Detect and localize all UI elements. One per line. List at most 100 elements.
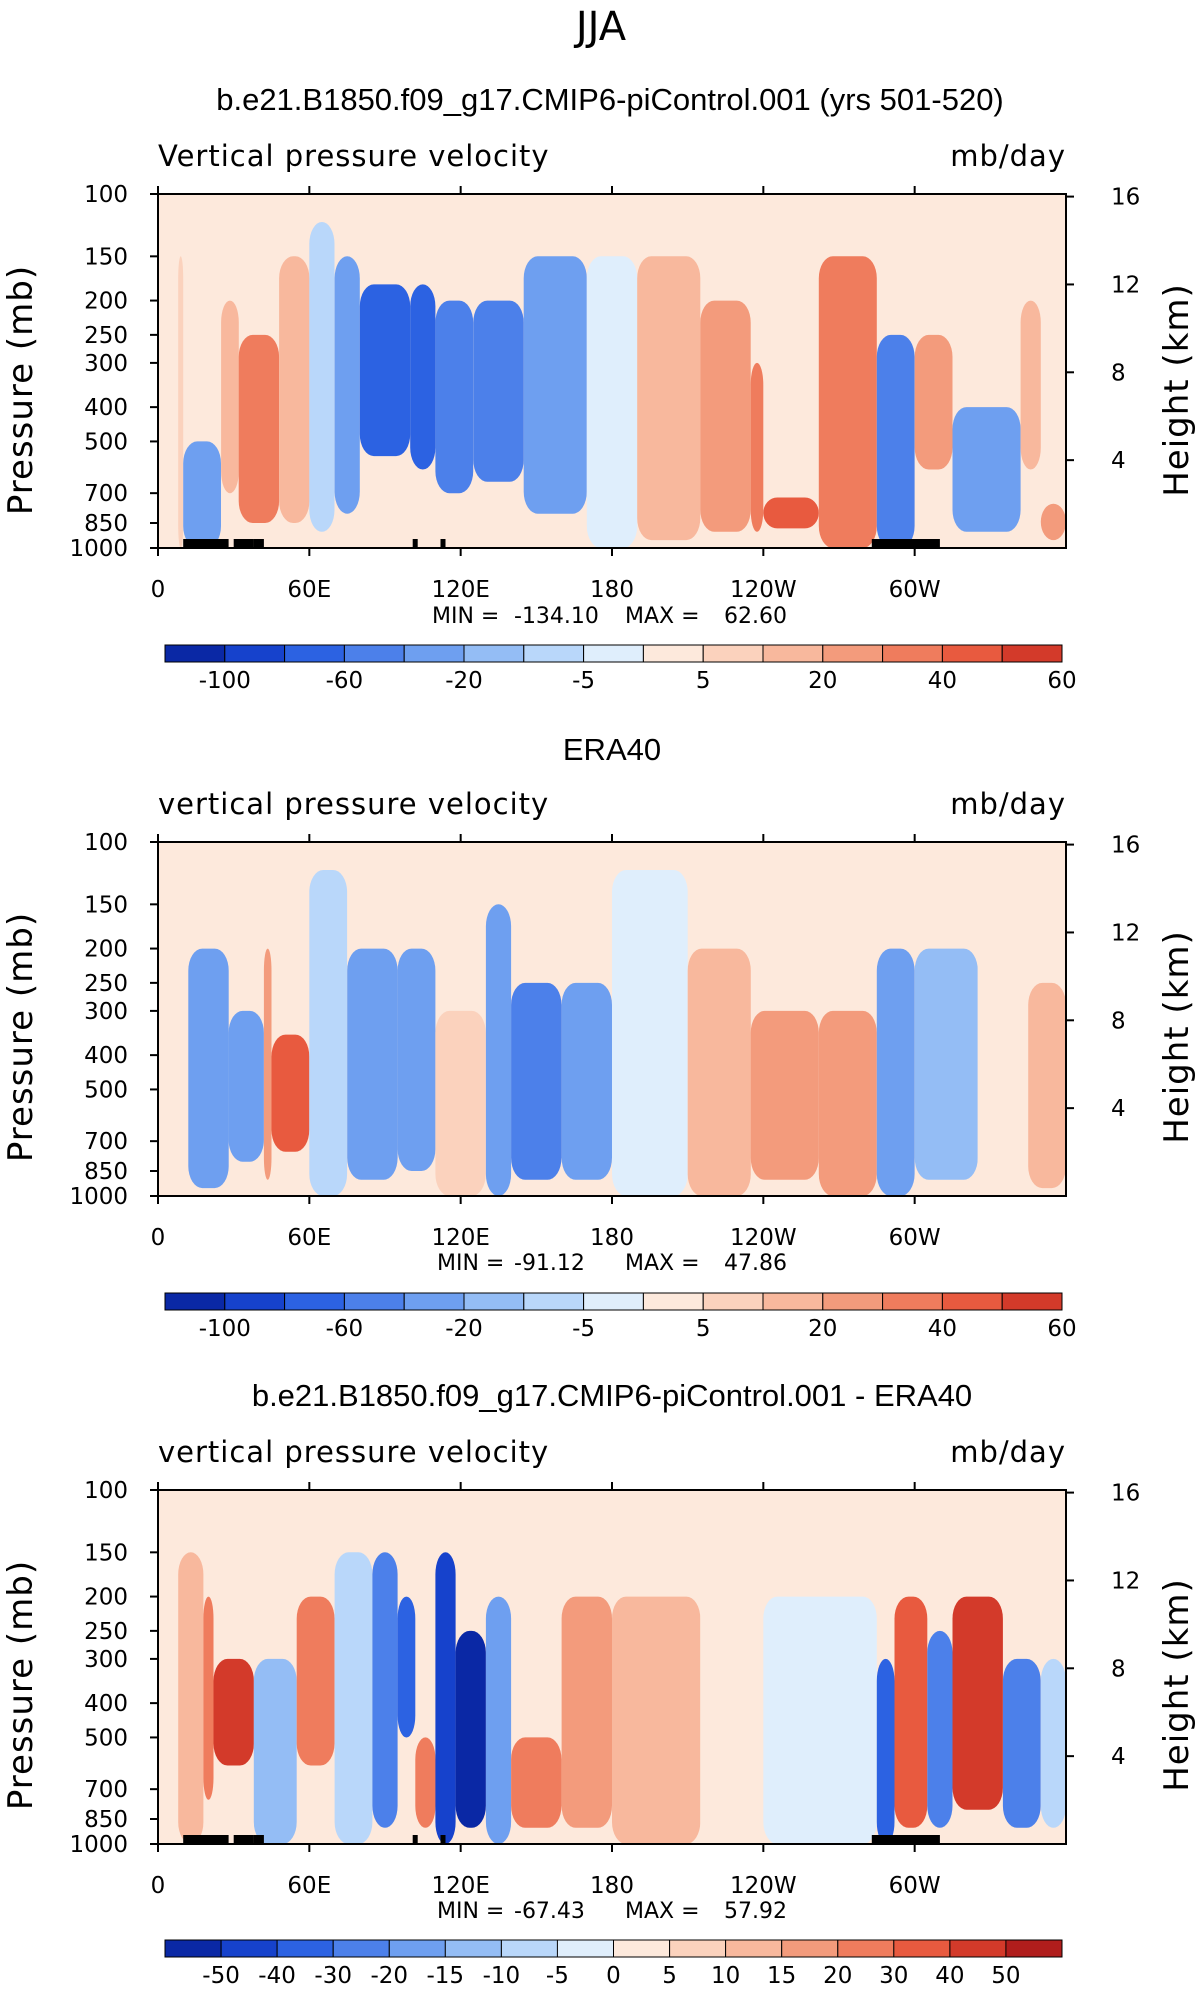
colorbar-swatch <box>332 1939 390 1958</box>
contour-cell <box>561 982 612 1180</box>
contour-cell <box>397 948 436 1171</box>
colorbar-label: 15 <box>767 1963 796 1987</box>
land-mask <box>183 539 229 548</box>
y-tick-label: 300 <box>84 999 128 1025</box>
contour-cell <box>763 497 819 529</box>
colorbar-swatch <box>276 1939 334 1958</box>
contour-cell <box>309 222 335 532</box>
contour-cell <box>1040 1658 1066 1828</box>
colorbar-label: 40 <box>928 1316 957 1342</box>
contour-cell <box>586 256 638 548</box>
contour-cell <box>334 256 360 514</box>
colorbar-swatch <box>642 1292 704 1311</box>
colorbar-label: -30 <box>314 1963 352 1987</box>
y-tick-label: 850 <box>84 1159 128 1185</box>
contour-cell <box>485 1596 512 1844</box>
panel-3-left-label: vertical pressure velocity <box>158 1435 549 1469</box>
contour-cell <box>253 1658 297 1844</box>
panel-2-left-label: vertical pressure velocity <box>158 787 549 821</box>
contour-cell <box>221 300 239 494</box>
y-right-tick-label: 16 <box>1111 185 1140 211</box>
land-mask <box>253 1835 264 1844</box>
colorbar-label: -5 <box>572 1316 595 1342</box>
colorbar-swatch <box>822 644 884 663</box>
colorbar-swatch <box>388 1939 446 1958</box>
y-tick-label: 700 <box>84 1777 128 1803</box>
contour-cell <box>687 948 751 1196</box>
x-tick-label: 120E <box>431 1873 489 1899</box>
y-tick-label: 200 <box>84 1585 128 1611</box>
contour-cell <box>876 1658 895 1844</box>
land-mask <box>440 1835 446 1844</box>
x-tick-label: 60E <box>287 577 331 603</box>
colorbar-swatch <box>837 1939 895 1958</box>
colorbar-label: -10 <box>483 1963 521 1987</box>
x-tick-label: 120W <box>730 577 797 603</box>
x-tick-label: 120E <box>431 1225 489 1251</box>
colorbar-swatch <box>1001 644 1063 663</box>
contour-cell <box>309 870 348 1196</box>
contour-cell <box>203 1596 214 1800</box>
contour-cell <box>763 1596 877 1844</box>
x-tick-label: 180 <box>590 577 634 603</box>
panel-1-left-label: Vertical pressure velocity <box>158 139 550 173</box>
colorbar-label: 40 <box>928 668 957 694</box>
panel-3-units: mb/day <box>950 1435 1066 1469</box>
panel-1-colorbar: -100 -60 -20 -5 5 20 40 60 <box>164 644 1077 694</box>
land-mask <box>183 1835 229 1844</box>
contour-cell <box>927 1630 953 1828</box>
panel-1-min-value: -134.10 <box>514 604 599 629</box>
y-tick-label: 500 <box>84 1725 128 1751</box>
contour-cell <box>511 982 562 1180</box>
panel-2-min-value: -91.12 <box>514 1251 585 1276</box>
colorbar-swatch <box>403 644 465 663</box>
y-tick-label: 700 <box>84 1129 128 1155</box>
contour-cell <box>410 284 436 470</box>
colorbar-swatch <box>949 1939 1007 1958</box>
contour-cell <box>183 441 221 548</box>
colorbar-swatch <box>463 1292 525 1311</box>
contour-cell <box>435 300 474 494</box>
contour-cell <box>894 1596 928 1828</box>
y-tick-label: 700 <box>84 481 128 507</box>
land-mask <box>233 539 254 548</box>
colorbar-swatch <box>941 644 1003 663</box>
contour-cell <box>700 300 751 532</box>
contour-cell <box>952 1596 1003 1810</box>
contour-cell <box>158 842 189 1196</box>
colorbar-swatch <box>583 1292 644 1311</box>
panel-1-max-label: MAX = <box>625 604 700 629</box>
panel-1-units: mb/day <box>950 139 1066 173</box>
colorbar-label: 30 <box>879 1963 908 1987</box>
colorbar-swatch <box>224 644 286 663</box>
contour-cell <box>523 256 587 514</box>
colorbar-swatch <box>781 1939 839 1958</box>
y-tick-label: 400 <box>84 395 128 421</box>
contour-cell <box>750 1010 819 1180</box>
y-right-tick-label: 4 <box>1111 1744 1126 1770</box>
y-right-tick-label: 8 <box>1111 1008 1126 1034</box>
x-tick-label: 0 <box>151 1873 166 1899</box>
colorbar-swatch <box>164 1292 226 1311</box>
panel-3: b.e21.B1850.f09_g17.CMIP6-piControl.001 … <box>1 1378 1197 1989</box>
contour-cell <box>271 1034 310 1152</box>
colorbar-label: -100 <box>199 668 251 694</box>
colorbar-swatch <box>1005 1939 1063 1958</box>
land-mask <box>871 539 940 548</box>
contour-cell <box>700 1596 764 1844</box>
contour-cell <box>372 1552 398 1828</box>
contour-cell <box>561 1596 612 1828</box>
x-tick-label: 120W <box>730 1225 797 1251</box>
contour-cell <box>612 1596 701 1844</box>
colorbar-label: 40 <box>935 1963 964 1987</box>
contour-cell <box>213 1658 254 1766</box>
contour-cell <box>188 948 229 1189</box>
colorbar-swatch <box>164 644 226 663</box>
colorbar-swatch <box>403 1292 465 1311</box>
land-mask <box>871 1835 940 1844</box>
colorbar-label: 60 <box>1047 1316 1076 1342</box>
contour-cell <box>914 948 978 1180</box>
y-tick-label: 300 <box>84 1647 128 1673</box>
